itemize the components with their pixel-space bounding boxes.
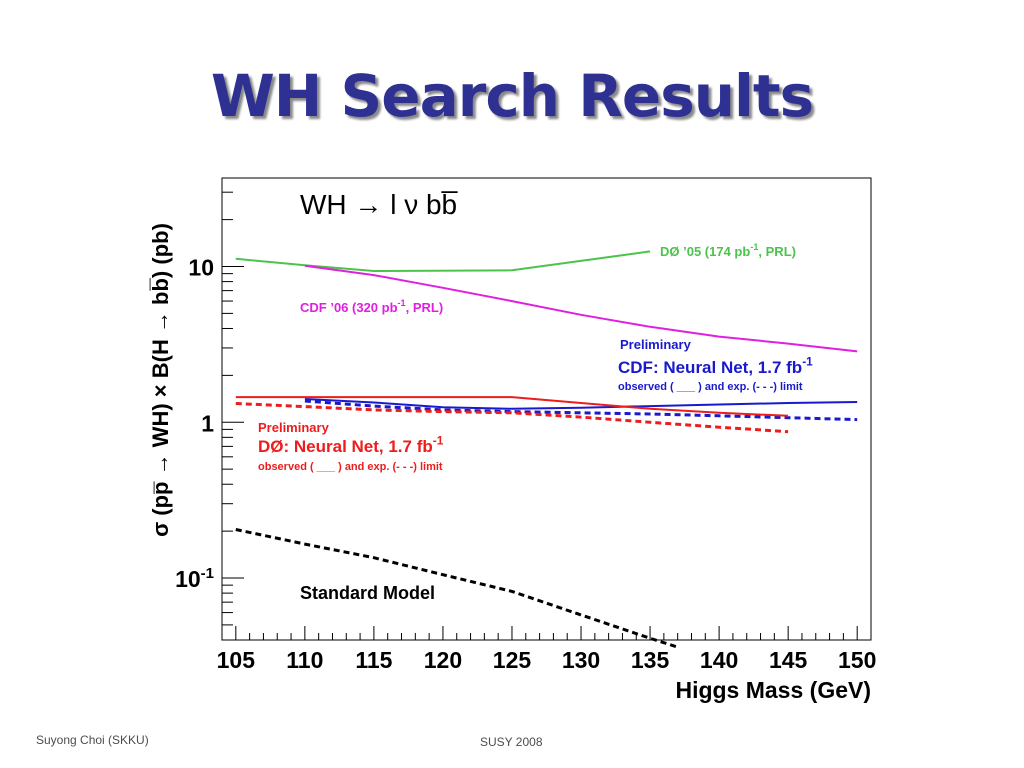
x-tick-label: 150 [838,647,876,673]
label-cdf-2006: CDF ’06 (320 pb-1, PRL) [300,298,443,315]
x-tick-label: 125 [493,647,532,673]
x-tick-label: 120 [424,647,462,673]
label-d0-neural-net: DØ: Neural Net, 1.7 fb-1 [258,433,444,456]
slide-title: WH Search Results [210,62,814,130]
label-d0-limit-legend: observed ( ___ ) and exp. (- - -) limit [258,461,443,473]
label-cdf-preliminary: Preliminary [620,337,692,352]
label-cdf-limit-legend: observed ( ___ ) and exp. (- - -) limit [618,381,803,393]
plot-frame [221,177,872,641]
y-tick-label: 10 [188,255,214,281]
plot-title: WH → l ν bb̅ [300,189,458,220]
series-line [235,396,789,417]
x-tick-label: 140 [700,647,738,673]
series-line [304,264,858,353]
footer-event: SUSY 2008 [480,735,543,749]
x-tick-label: 110 [286,647,323,673]
y-axis-label: σ (pp̅ → WH) × B(H → bb̅) (pb) [148,223,173,537]
footer-author: Suyong Choi (SKKU) [36,733,149,747]
x-tick-label: 105 [217,647,256,673]
x-axis-label: Higgs Mass (GeV) [675,677,871,703]
series-line [235,250,651,273]
label-cdf-neural-net: CDF: Neural Net, 1.7 fb-1 [618,354,813,377]
x-tick-label: 145 [769,647,808,673]
series-line [235,402,789,434]
x-tick-label: 130 [562,647,600,673]
label-d0-2005: DØ ’05 (174 pb-1, PRL) [660,242,796,259]
series-line [235,528,679,649]
x-tick-label: 135 [631,647,670,673]
y-tick-label: 1 [201,410,214,436]
series-line [304,399,858,422]
label-standard-model: Standard Model [300,583,435,603]
label-d0-preliminary: Preliminary [258,420,330,435]
y-tick-label: 10-1 [175,565,214,592]
x-tick-label: 115 [355,647,392,673]
series-line [304,398,858,410]
